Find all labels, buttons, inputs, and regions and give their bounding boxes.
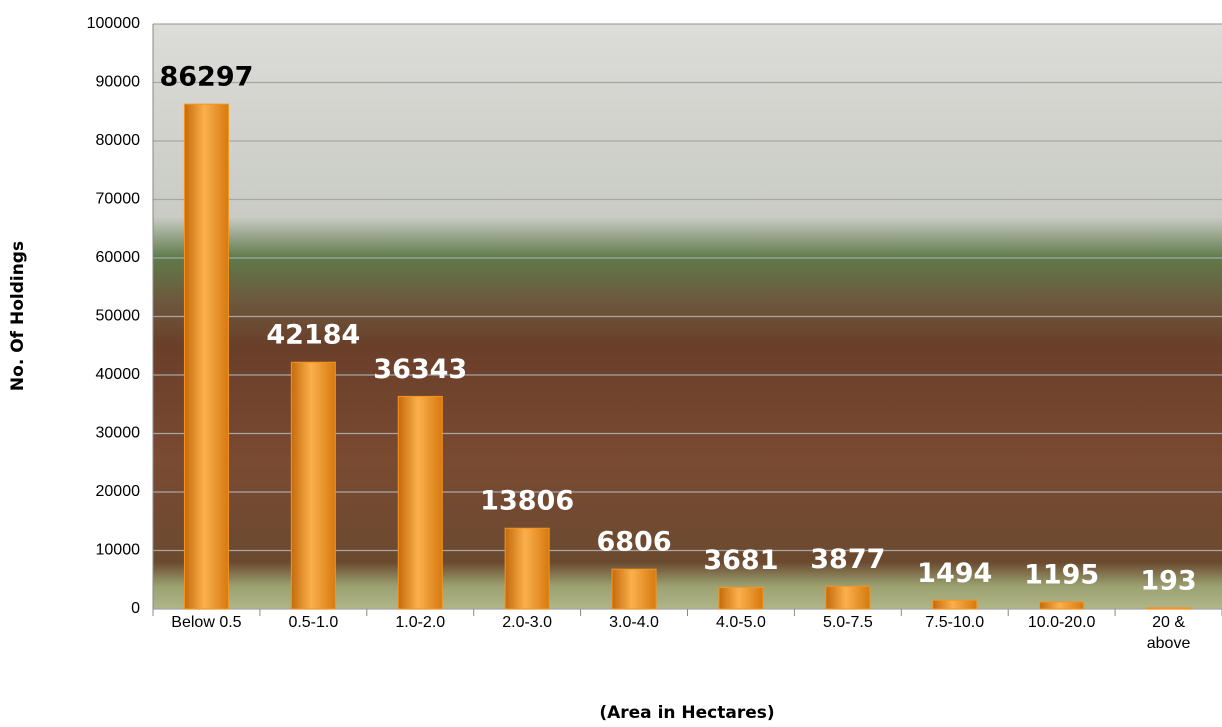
y-tick-label: 30000 <box>96 425 141 442</box>
bar <box>1147 608 1191 609</box>
x-tick-label: 2.0-3.0 <box>487 612 567 633</box>
x-tick-label: 3.0-4.0 <box>594 612 674 633</box>
x-tick-label: 5.0-7.5 <box>808 612 888 633</box>
x-axis-title: (Area in Hectares) <box>599 703 774 723</box>
data-label: 36343 <box>373 354 467 385</box>
y-tick-label: 40000 <box>96 366 141 383</box>
y-tick-label: 100000 <box>87 15 140 32</box>
bar <box>184 104 228 609</box>
data-label: 193 <box>1140 565 1196 596</box>
data-label: 13806 <box>480 486 574 517</box>
y-tick-label: 10000 <box>96 542 141 559</box>
x-tick-label: 4.0-5.0 <box>701 612 781 633</box>
data-label: 3877 <box>810 544 885 575</box>
x-tick-label: Below 0.5 <box>166 612 246 633</box>
bar <box>719 587 763 609</box>
x-tick-label: 7.5-10.0 <box>915 612 995 633</box>
bar <box>933 600 977 609</box>
y-tick-label: 50000 <box>96 308 141 325</box>
y-tick-label: 60000 <box>96 249 141 266</box>
y-tick-label: 90000 <box>96 74 141 91</box>
bar <box>398 396 442 609</box>
x-tick-label: 1.0-2.0 <box>380 612 460 633</box>
data-label: 86297 <box>159 62 253 93</box>
chart-container: No. Of Holdings (Area in Hectares) 0 1000… <box>0 0 1222 727</box>
y-axis-title: No. Of Holdings <box>8 241 28 391</box>
data-label: 1195 <box>1024 560 1099 591</box>
data-label: 42184 <box>266 320 360 351</box>
bar <box>826 586 870 609</box>
x-tick-label: 10.0-20.0 <box>1022 612 1102 633</box>
bar <box>291 362 335 609</box>
y-tick-label: 0 <box>131 600 140 617</box>
bar <box>505 528 549 609</box>
bar <box>612 569 656 609</box>
x-tick-label: 20 & above <box>1129 612 1209 654</box>
bar <box>1040 602 1084 609</box>
data-label: 6806 <box>596 527 671 558</box>
y-tick-label: 70000 <box>96 191 141 208</box>
data-label: 1494 <box>917 558 992 589</box>
y-tick-label: 80000 <box>96 132 141 149</box>
data-label: 3681 <box>703 545 778 576</box>
y-tick-label: 20000 <box>96 483 141 500</box>
x-tick-label: 0.5-1.0 <box>273 612 353 633</box>
